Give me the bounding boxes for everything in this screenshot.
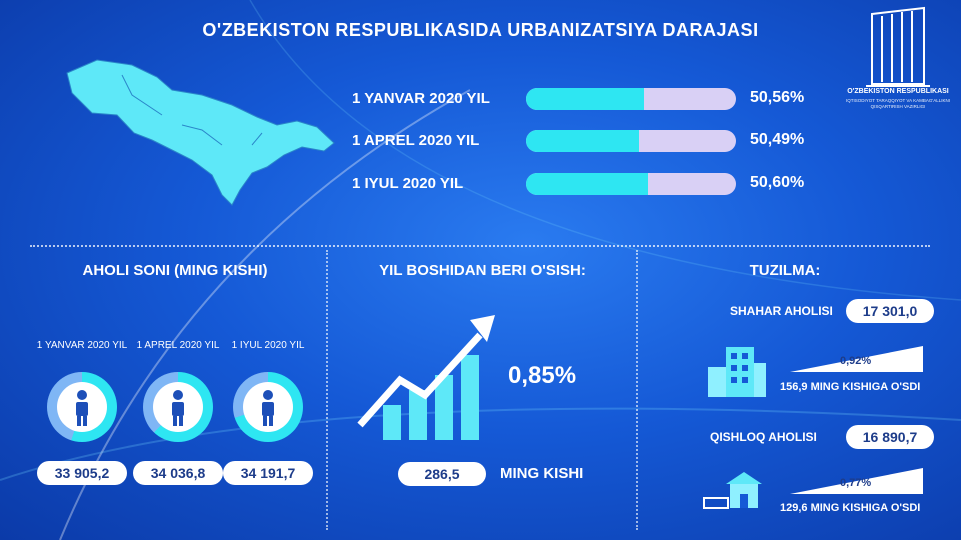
urban-value-pill: 17 301,0 — [846, 299, 934, 323]
urban-growth-wedge — [790, 346, 923, 372]
population-value-pill: 33 905,2 — [37, 461, 127, 485]
urban-growth: 156,9 MING KISHIGA O'SDI — [780, 381, 921, 393]
growth-percent: 0,85% — [508, 362, 577, 389]
village-house-icon — [703, 472, 762, 509]
bar-category-label: 1 YANVAR 2020 YIL — [352, 90, 490, 107]
section-divider — [30, 245, 930, 247]
bar-track — [526, 130, 736, 152]
bar-category-label: 1 APREL 2020 YIL — [352, 132, 480, 149]
growth-arrow-icon — [357, 315, 495, 440]
structure-title: TUZILMA: — [749, 262, 821, 279]
population-ring — [47, 372, 117, 442]
person-icon — [243, 382, 293, 432]
growth-unit: MING KISHI — [500, 465, 584, 482]
rural-percent: 0,77% — [840, 477, 872, 489]
logo-name: O'ZBEKISTON RESPUBLIKASI — [847, 88, 949, 95]
person-icon — [153, 382, 203, 432]
column-divider — [326, 250, 328, 530]
rural-label: QISHLOQ AHOLISI — [710, 430, 817, 444]
growth-title: YIL BOSHIDAN BERI O'SISH: — [379, 262, 586, 279]
bar-track — [526, 173, 736, 195]
population-date-label: 1 APREL 2020 YIL — [136, 340, 220, 351]
bar-value-label: 50,60% — [750, 174, 805, 191]
bar-category-label: 1 IYUL 2020 YIL — [352, 175, 464, 192]
bar-value-label: 50,56% — [750, 89, 805, 106]
urban-label: SHAHAR AHOLISI — [730, 304, 833, 318]
population-value-pill: 34 036,8 — [133, 461, 223, 485]
logo-subtitle: IQTISODIYOT TARAQQIYOT VA KAMBAG'ALLIKNI… — [846, 98, 950, 109]
population-date-label: 1 IYUL 2020 YIL — [231, 340, 305, 351]
page-title: O'ZBEKISTON RESPUBLIKASIDA URBANIZATSIYA… — [202, 20, 759, 40]
bar — [526, 130, 639, 152]
population-ring — [143, 372, 213, 442]
ministry-building-logo — [866, 6, 930, 87]
rural-growth-wedge — [790, 468, 923, 494]
rural-value-pill: 16 890,7 — [846, 425, 934, 449]
bar-value-label: 50,49% — [750, 131, 805, 148]
column-divider — [636, 250, 638, 530]
population-ring — [233, 372, 303, 442]
growth-value-pill: 286,5 — [398, 462, 486, 486]
bar — [526, 88, 645, 110]
city-buildings-icon — [708, 347, 766, 397]
bar-track — [526, 88, 736, 110]
person-icon — [57, 382, 107, 432]
rural-growth: 129,6 MING KISHIGA O'SDI — [780, 502, 921, 514]
population-value-pill: 34 191,7 — [223, 461, 313, 485]
uzbekistan-map-icon — [66, 59, 335, 206]
bar — [526, 173, 648, 195]
urban-percent: 0,92% — [840, 355, 872, 367]
population-date-label: 1 YANVAR 2020 YIL — [36, 340, 128, 351]
population-title: AHOLI SONI (MING KISHI) — [82, 262, 268, 279]
